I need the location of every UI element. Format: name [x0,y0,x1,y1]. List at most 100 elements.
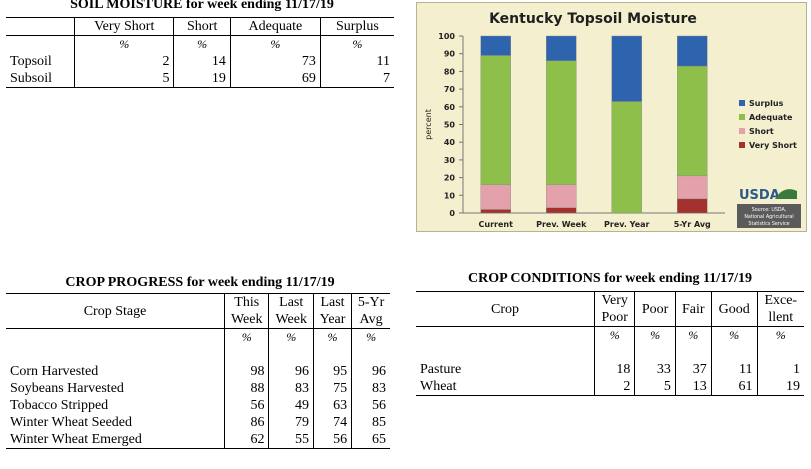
conditions-unit: % [710,326,758,344]
legend-label: Very Short [749,141,797,150]
soil-cell: 73 [229,53,321,70]
conditions-col-header: Fair [674,291,712,327]
soil-row-label: Subsoil [10,71,53,86]
soil-moisture-table: Very Short Short Adequate Surplus % % % … [6,17,394,88]
progress-cell: 56 [223,397,269,414]
progress-stage-header: Crop Stage [6,293,225,329]
conditions-unit: % [593,326,635,344]
progress-col-header: Avg [351,311,390,329]
soil-cell: 14 [173,53,231,70]
bar-segment-short [546,184,577,208]
x-tick-label: Prev. Week [536,220,587,229]
legend-label: Adequate [749,113,793,122]
conditions-cell: 13 [674,378,712,396]
progress-unit: % [268,328,314,346]
progress-cell: 83 [351,380,390,397]
progress-cell: 96 [268,363,314,380]
progress-cell: 85 [351,414,390,431]
crop-conditions-title: CROP CONDITIONS for week ending 11/17/19 [467,271,753,286]
y-tick-label: 90 [444,50,456,59]
crop-progress-title: CROP PROGRESS for week ending 11/17/19 [65,275,335,290]
progress-unit: % [351,328,390,346]
progress-col-header: Last [312,293,352,311]
conditions-cell: 61 [710,378,758,396]
bar-segment-surplus [480,35,511,56]
soil-cell: 7 [319,70,394,88]
soil-header-blank [6,17,75,36]
conditions-crop-header: Crop [416,291,595,327]
crop-conditions-table: Crop Very Poor Fair Good Exce- Poor llen… [416,291,804,396]
progress-cell: 98 [223,363,269,380]
bar-segment-adequate [480,55,511,185]
crop-progress-table: Crop Stage This Last Last 5-Yr Week Week… [6,293,390,449]
conditions-unit: % [756,326,804,344]
soil-col-header: Short [173,17,231,36]
conditions-cell: 2 [593,378,635,396]
progress-cell: 88 [223,380,269,397]
conditions-cell: 1 [756,361,804,378]
chart-svg: Kentucky Topsoil Moisture 0 10 20 30 40 50 60 70… [424,11,801,229]
bar-segment-surplus [677,35,708,67]
conditions-col-header: Poor [593,309,635,327]
conditions-cell: 18 [593,361,635,378]
soil-moisture-title: SOIL MOISTURE for week ending 11/17/19 [70,0,334,12]
conditions-col-header: Very [593,291,635,309]
progress-cell: 75 [312,380,352,397]
soil-col-header: Adequate [229,17,321,36]
source-note-line: Statistics Service [748,221,789,227]
legend-label: Surplus [749,99,784,108]
progress-col-header: 5-Yr [351,293,390,311]
usda-logo: USDA [739,188,780,203]
usda-logo-graphic [775,189,797,199]
soil-cell: 69 [229,70,321,88]
legend-swatch [739,114,745,120]
conditions-col-header: Poor [634,291,676,327]
chart-title: Kentucky Topsoil Moisture [489,11,697,27]
bar-segment-adequate [546,60,577,185]
soil-cell: 19 [173,70,231,88]
conditions-unit: % [634,326,676,344]
x-tick-label: 5-Yr Avg [674,220,711,229]
progress-cell: 96 [351,363,390,380]
legend-label: Short [749,127,774,136]
source-note-line: Source: USDA, [752,207,787,213]
y-tick-label: 30 [444,156,456,165]
progress-unit: % [223,328,269,346]
y-tick-label: 80 [444,67,456,76]
topsoil-moisture-chart: Kentucky Topsoil Moisture 0 10 20 30 40 50 60 70… [416,2,807,232]
progress-row-label: Winter Wheat Seeded [10,415,133,430]
bar-segment-very-short [677,198,708,214]
progress-col-header: This [223,293,269,311]
soil-unit: % [319,35,394,53]
conditions-cell: 11 [710,361,758,378]
x-tick-label: Current [479,220,514,229]
progress-unit: % [312,328,352,346]
y-tick-label: 60 [444,103,456,112]
progress-cell: 74 [312,414,352,431]
bar-segment-very-short [546,207,577,214]
y-axis-label: percent [424,109,433,140]
progress-col-header: Year [312,311,352,329]
legend-swatch [739,128,745,134]
conditions-cell: 33 [634,361,676,378]
progress-cell: 55 [268,431,314,449]
soil-unit: % [73,35,174,53]
progress-col-header: Last [268,293,314,311]
progress-col-header: Week [268,311,314,329]
progress-cell: 56 [351,397,390,414]
progress-cell: 63 [312,397,352,414]
progress-col-header: Week [223,311,269,329]
soil-cell: 5 [73,70,174,88]
bar-segment-adequate [611,101,642,214]
progress-cell: 62 [223,431,269,449]
conditions-col-header: Good [710,291,758,327]
bar-segment-adequate [677,65,708,177]
bar-segment-very-short [480,209,511,214]
y-tick-label: 100 [438,32,455,41]
progress-cell: 86 [223,414,269,431]
progress-cell: 83 [268,380,314,397]
y-tick-label: 50 [444,121,456,130]
bar-segment-surplus [546,35,577,61]
bar-segment-short [480,184,511,210]
bar-segment-surplus [611,35,642,102]
